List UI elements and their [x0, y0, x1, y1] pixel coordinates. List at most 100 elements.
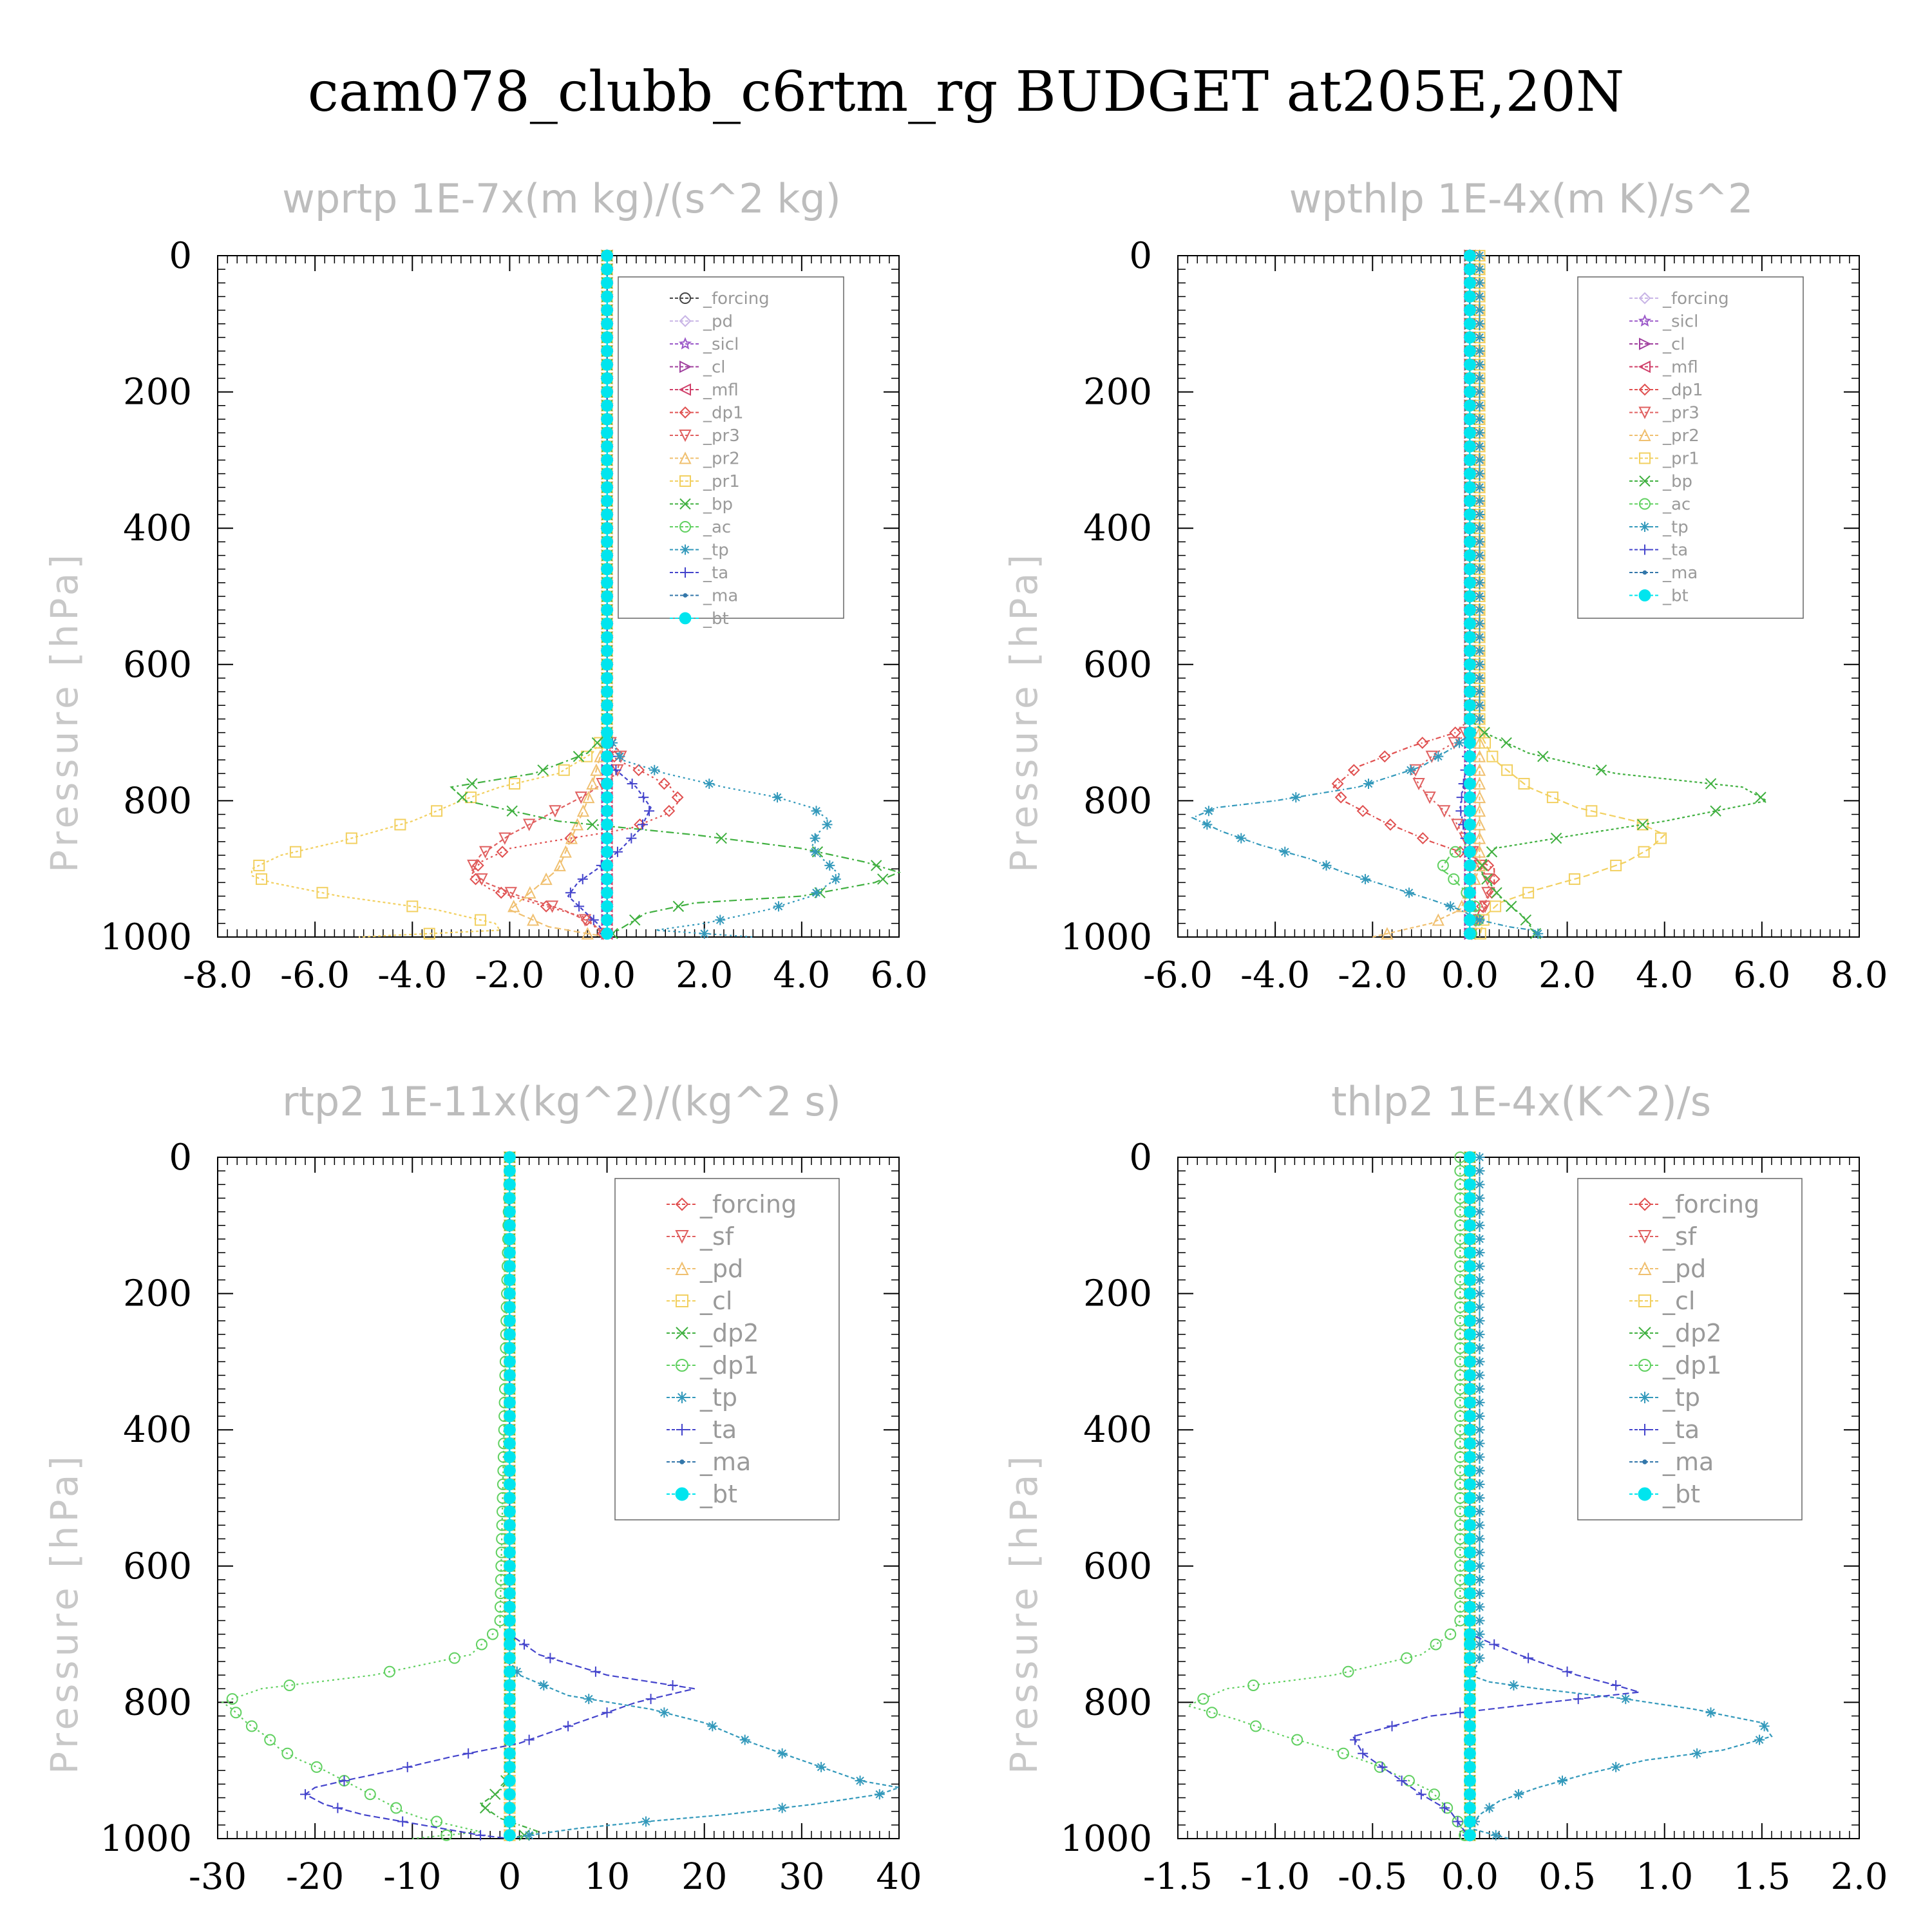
data-point: [504, 1478, 516, 1491]
marker-shape: [507, 900, 520, 913]
y-tick-label: 200: [1083, 372, 1152, 413]
legend-label: _bp: [703, 495, 733, 515]
data-point: [1464, 535, 1476, 548]
marker-shape: [504, 1301, 516, 1314]
series-line: [469, 256, 681, 938]
data-point: [1464, 576, 1476, 589]
marker-shape: [1464, 873, 1476, 886]
marker-shape: [1640, 522, 1650, 532]
marker-shape: [871, 860, 882, 871]
marker-shape: [574, 791, 587, 804]
y-tick-label: 600: [123, 1546, 192, 1587]
data-point: [601, 454, 613, 466]
data-point: [1464, 631, 1476, 643]
data-point: [504, 1341, 516, 1354]
data-point: [874, 1789, 885, 1800]
data-point: [601, 263, 613, 276]
data-point: [498, 832, 511, 845]
marker-shape: [663, 804, 676, 817]
y-axis-label: Pressure [hPa]: [1002, 551, 1046, 873]
data-point: [1464, 468, 1476, 480]
x-tick-label: -20: [286, 1856, 344, 1898]
x-tick-label: 4.0: [1636, 954, 1693, 996]
y-tick-label: 1000: [1060, 916, 1152, 958]
y-axis-label: Pressure [hPa]: [43, 1452, 86, 1774]
marker-shape: [1464, 617, 1476, 630]
data-point: [256, 873, 268, 886]
marker-shape: [1464, 645, 1476, 658]
marker-shape: [772, 792, 783, 803]
marker-shape: [810, 846, 820, 857]
marker-shape: [1464, 563, 1476, 576]
marker-shape: [601, 372, 613, 384]
legend-marker: [679, 612, 692, 625]
data-point: [1280, 846, 1291, 857]
data-point: [601, 399, 613, 412]
marker-shape: [601, 819, 613, 831]
data-point: [504, 1164, 516, 1177]
legend-marker: [680, 544, 690, 555]
marker-shape: [504, 1679, 516, 1692]
y-tick-label: 0: [169, 1137, 192, 1179]
data-point: [504, 1720, 516, 1732]
data-point: [1464, 873, 1476, 886]
marker-shape: [573, 750, 585, 762]
data-point: [527, 913, 540, 926]
marker-shape: [537, 764, 549, 776]
marker-shape: [504, 1519, 516, 1531]
data-point: [601, 304, 613, 317]
marker-shape: [1464, 331, 1476, 344]
data-point: [504, 1815, 516, 1828]
y-tick-label: 800: [123, 780, 192, 822]
marker-shape: [1464, 631, 1476, 643]
data-point: [601, 276, 613, 289]
legend-label: _pr2: [1662, 426, 1700, 446]
data-point: [772, 792, 783, 803]
data-point: [471, 859, 484, 872]
data-point: [601, 386, 613, 398]
marker-shape: [1464, 859, 1476, 872]
x-tick-label: 40: [876, 1856, 922, 1898]
legend-label: _ma: [1662, 564, 1698, 583]
marker-shape: [1464, 685, 1476, 698]
marker-shape: [504, 1383, 516, 1396]
marker-shape: [601, 399, 613, 412]
marker-shape: [580, 914, 593, 926]
legend-marker: [1640, 522, 1650, 532]
marker-shape: [601, 508, 613, 521]
marker-shape: [495, 886, 507, 899]
marker-shape: [644, 806, 655, 817]
data-point: [504, 1801, 516, 1814]
data-point: [601, 317, 613, 330]
marker-shape: [877, 873, 889, 885]
data-point: [601, 777, 613, 790]
marker-shape: [504, 1464, 516, 1477]
marker-shape: [565, 831, 578, 844]
data-point: [504, 1829, 516, 1842]
marker-shape: [601, 791, 613, 804]
marker-shape: [601, 832, 613, 844]
marker-shape: [1464, 317, 1476, 330]
data-point: [504, 1788, 516, 1801]
x-tick-label: 4.0: [773, 954, 830, 996]
legend-label: _cl: [1662, 335, 1685, 354]
data-point: [601, 791, 613, 804]
y-tick-label: 200: [123, 372, 192, 413]
data-point: [672, 900, 685, 913]
marker-shape: [601, 927, 613, 940]
data-point: [1464, 617, 1476, 630]
data-point: [601, 331, 613, 344]
data-point: [822, 819, 833, 830]
marker-shape: [1464, 819, 1476, 831]
y-tick-label: 400: [1083, 507, 1152, 549]
data-point: [601, 699, 613, 712]
marker-shape: [504, 1437, 516, 1450]
data-point: [253, 859, 265, 871]
marker-shape: [1464, 927, 1476, 940]
marker-shape: [504, 1423, 516, 1436]
data-point: [577, 874, 588, 885]
data-point: [601, 290, 613, 303]
y-axis-label: Pressure [hPa]: [43, 551, 86, 873]
marker-shape: [1464, 399, 1476, 412]
data-point: [565, 887, 576, 898]
